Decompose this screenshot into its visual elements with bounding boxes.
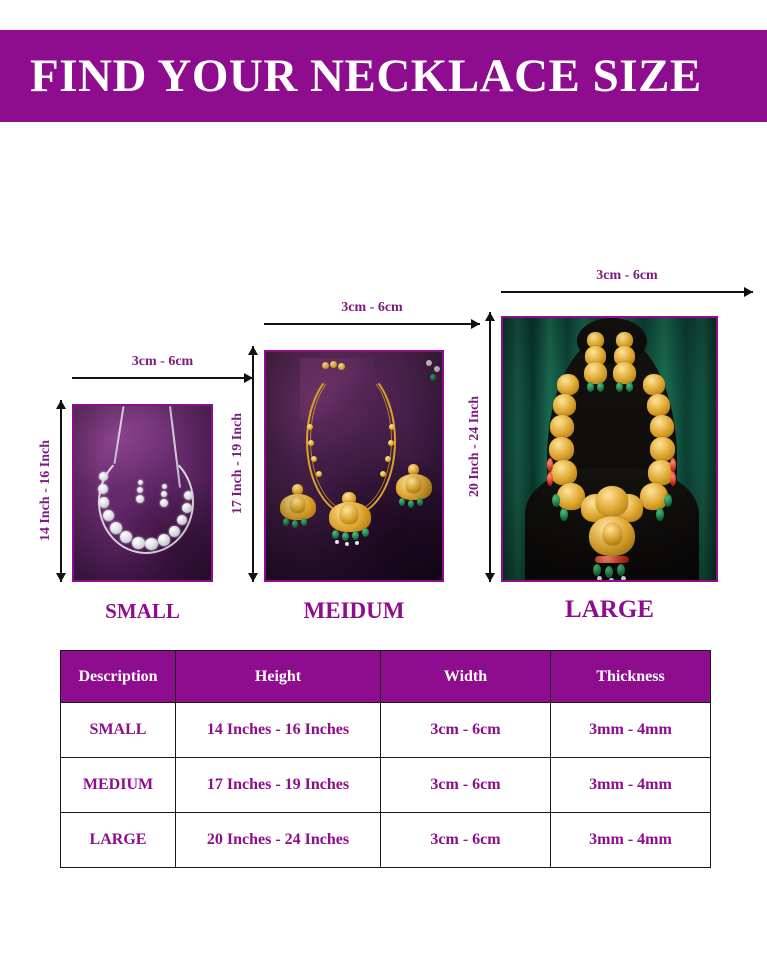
height-arrow-icon (485, 312, 495, 582)
cell-width: 3cm - 6cm (380, 702, 551, 758)
size-item-large: 3cm - 6cm 20 Inch - 24 Inch (467, 268, 753, 623)
cell-width: 3cm - 6cm (380, 757, 551, 813)
cell-thickness: 3mm - 4mm (550, 812, 711, 868)
table-row: MEDIUM 17 Inches - 19 Inches 3cm - 6cm 3… (60, 757, 711, 813)
height-measure-large: 20 Inch - 24 Inch (467, 312, 495, 582)
cell-description: LARGE (60, 812, 176, 868)
height-measure-label: 17 Inch - 19 Inch (230, 413, 245, 515)
size-table: Description Height Width Thickness SMALL… (60, 650, 711, 868)
table-row: SMALL 14 Inches - 16 Inches 3cm - 6cm 3m… (60, 702, 711, 758)
height-measure-label: 20 Inch - 24 Inch (467, 396, 482, 498)
width-arrow-icon (72, 373, 253, 383)
column-header-height: Height (175, 650, 381, 703)
width-arrow-icon (264, 319, 480, 329)
column-header-width: Width (380, 650, 551, 703)
height-arrow-icon (56, 400, 66, 582)
header-banner: FIND YOUR NECKLACE SIZE (0, 30, 767, 122)
product-photo-medium (264, 350, 444, 582)
column-header-thickness: Thickness (550, 650, 711, 703)
product-photo-large (501, 316, 718, 582)
height-arrow-icon (248, 346, 258, 582)
size-caption-small: SMALL (105, 599, 180, 623)
cell-height: 20 Inches - 24 Inches (175, 812, 381, 868)
table-header-row: Description Height Width Thickness (60, 650, 711, 703)
size-item-medium: 3cm - 6cm 17 Inch - 19 Inch (230, 300, 480, 623)
cell-height: 14 Inches - 16 Inches (175, 702, 381, 758)
product-photo-small (72, 404, 213, 582)
table-row: LARGE 20 Inches - 24 Inches 3cm - 6cm 3m… (60, 812, 711, 868)
width-arrow-icon (501, 287, 753, 297)
cell-thickness: 3mm - 4mm (550, 757, 711, 813)
cell-description: SMALL (60, 702, 176, 758)
width-measure-small: 3cm - 6cm (72, 354, 253, 383)
size-item-small: 3cm - 6cm 14 Inch - 16 Inch (38, 354, 253, 623)
width-measure-label: 3cm - 6cm (131, 354, 194, 369)
cell-description: MEDIUM (60, 757, 176, 813)
size-showcase: 3cm - 6cm 14 Inch - 16 Inch (0, 122, 767, 623)
height-measure-small: 14 Inch - 16 Inch (38, 400, 66, 582)
column-header-description: Description (60, 650, 176, 703)
cell-thickness: 3mm - 4mm (550, 702, 711, 758)
cell-width: 3cm - 6cm (380, 812, 551, 868)
width-measure-label: 3cm - 6cm (341, 300, 403, 315)
page-title: FIND YOUR NECKLACE SIZE (30, 50, 702, 102)
cell-height: 17 Inches - 19 Inches (175, 757, 381, 813)
height-measure-label: 14 Inch - 16 Inch (38, 440, 53, 542)
size-caption-medium: MEIDUM (303, 598, 405, 623)
height-measure-medium: 17 Inch - 19 Inch (230, 346, 258, 582)
width-measure-label: 3cm - 6cm (596, 268, 658, 283)
width-measure-medium: 3cm - 6cm (264, 300, 480, 329)
width-measure-large: 3cm - 6cm (501, 268, 753, 297)
size-caption-large: LARGE (565, 596, 654, 623)
